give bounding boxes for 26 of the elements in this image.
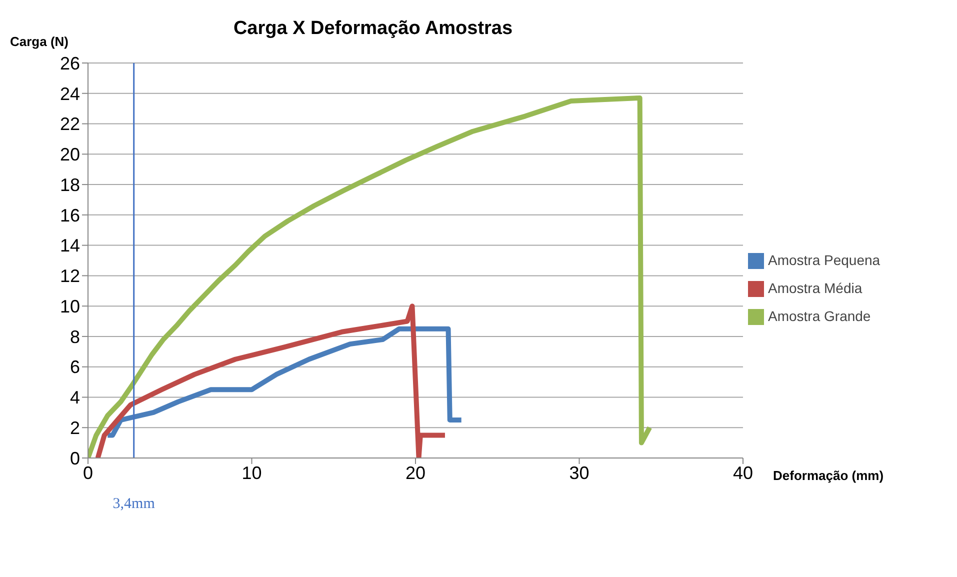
- legend-label: Amostra Pequena: [768, 252, 880, 268]
- y-tick-label: 6: [70, 357, 80, 378]
- x-tick-label: 0: [82, 462, 94, 483]
- y-axis-title: Carga (N): [10, 34, 69, 49]
- x-tick-label: 10: [242, 462, 262, 483]
- y-tick-label: 2: [70, 418, 80, 438]
- y-tick-label: 22: [60, 114, 80, 134]
- y-tick-label: 16: [60, 205, 80, 226]
- y-tick-label: 0: [70, 448, 80, 468]
- y-tick-label: 20: [60, 144, 80, 165]
- x-tick-label: 20: [405, 462, 426, 483]
- x-tick-label: 40: [732, 462, 754, 483]
- legend-label: Amostra Grande: [768, 308, 871, 324]
- y-tick-label: 14: [60, 236, 80, 256]
- y-tick-label: 4: [70, 388, 80, 408]
- y-tick-label: 18: [60, 174, 80, 195]
- y-tick-label: 10: [60, 296, 80, 316]
- x-tick-label: 30: [569, 462, 590, 483]
- x-axis-title: Deformação (mm): [773, 468, 884, 483]
- y-tick-label: 26: [60, 53, 80, 74]
- y-tick-label: 12: [60, 266, 80, 286]
- chart-title: Carga X Deformação Amostras: [233, 18, 513, 39]
- y-tick-label: 24: [60, 84, 80, 104]
- y-tick-label: 8: [70, 326, 80, 347]
- legend-label: Amostra Média: [768, 280, 862, 296]
- ref-line-label: 3,4mm: [112, 496, 156, 512]
